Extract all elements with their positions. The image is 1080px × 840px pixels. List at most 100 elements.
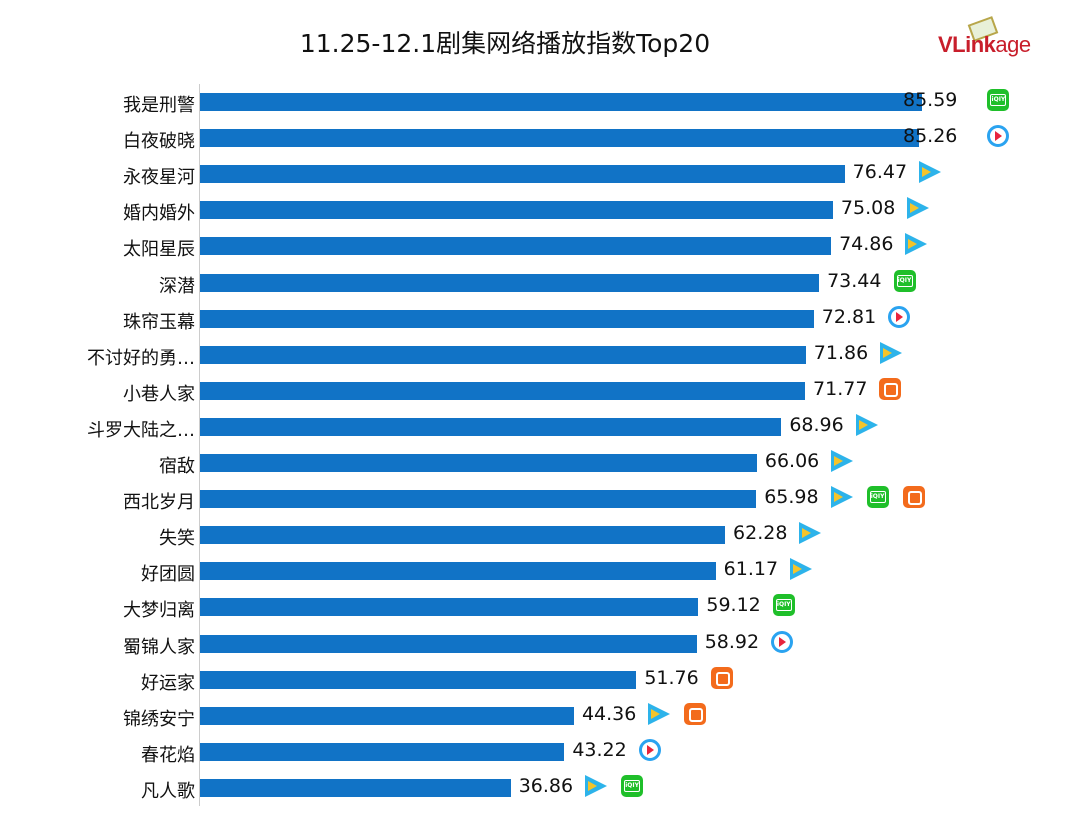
bar <box>200 706 574 725</box>
category-label: 小巷人家 <box>123 383 195 405</box>
value-label: 66.06 <box>764 450 820 472</box>
bar <box>200 345 806 364</box>
category-label: 大梦归离 <box>123 600 195 622</box>
category-label: 太阳星辰 <box>123 239 195 261</box>
category-label: 白夜破晓 <box>123 131 195 153</box>
category-label: 凡人歌 <box>141 780 195 802</box>
bar-row: 蜀锦人家 58.92 <box>0 626 1080 662</box>
category-label: 好团圆 <box>141 564 195 586</box>
category-label: 失笑 <box>159 528 195 550</box>
category-label: 西北岁月 <box>123 492 195 514</box>
mango-icon <box>684 702 707 725</box>
bar <box>200 201 833 220</box>
iqiyi-icon <box>987 89 1010 111</box>
bar <box>200 670 637 689</box>
bar-row: 我是刑警 85.59 <box>0 84 1080 120</box>
value-label: 43.22 <box>572 738 627 761</box>
chart-title: 11.25-12.1剧集网络播放指数Top20 <box>299 29 711 58</box>
bar-row: 好运家 51.76 <box>0 662 1080 698</box>
category-label: 永夜星河 <box>123 167 195 189</box>
bar-row: 珠帘玉幕 72.81 <box>0 301 1080 337</box>
value-label: 85.59 <box>903 89 958 111</box>
bar-row: 深潜 73.44 <box>0 265 1080 301</box>
bar <box>200 165 845 184</box>
value-label: 65.98 <box>764 486 819 509</box>
tencent-icon <box>799 522 822 545</box>
bar <box>200 309 814 328</box>
value-label: 68.96 <box>789 413 844 436</box>
vlinkage-logo: VLinkage <box>938 16 1058 64</box>
bar-row: 失笑 62.28 <box>0 517 1080 553</box>
youku-icon <box>771 630 794 653</box>
bar <box>200 562 716 581</box>
bar-row: 永夜星河 76.47 <box>0 156 1080 192</box>
value-label: 59.12 <box>706 594 761 617</box>
youku-icon <box>987 125 1010 148</box>
bar-row: 好团圆 61.17 <box>0 553 1080 589</box>
bar <box>200 273 820 292</box>
category-label: 斗罗大陆之… <box>87 419 195 441</box>
tencent-icon <box>907 197 930 220</box>
youku-icon <box>638 738 661 761</box>
youku-icon <box>888 305 911 328</box>
bar-row: 斗罗大陆之… 68.96 <box>0 409 1080 445</box>
value-label: 36.86 <box>518 774 574 797</box>
bar <box>200 490 757 509</box>
bar <box>200 93 922 111</box>
mango-icon <box>902 486 925 509</box>
bar-row: 小巷人家 71.77 <box>0 373 1080 409</box>
category-label: 婚内婚外 <box>123 203 195 225</box>
tencent-icon <box>880 341 903 364</box>
bar-row: 婚内婚外 75.08 <box>0 192 1080 228</box>
bar-row: 不讨好的勇… 71.86 <box>0 337 1080 373</box>
value-label: 44.36 <box>581 702 637 725</box>
iqiyi-icon <box>893 269 916 292</box>
tencent-icon <box>831 450 854 472</box>
bar-row: 太阳星辰 74.86 <box>0 228 1080 264</box>
bar-row: 白夜破晓 85.26 <box>0 120 1080 156</box>
bar-row: 凡人歌 36.86 <box>0 770 1080 806</box>
tencent-icon <box>919 161 942 184</box>
category-label: 春花焰 <box>141 744 195 766</box>
bar <box>200 598 699 617</box>
category-label: 不讨好的勇… <box>87 347 195 369</box>
bar <box>200 742 565 761</box>
category-label: 深潜 <box>159 275 195 297</box>
y-axis-line <box>199 84 200 806</box>
tencent-icon <box>830 486 853 509</box>
value-label: 74.86 <box>839 233 894 256</box>
mango-icon <box>710 666 733 689</box>
tencent-icon <box>648 702 671 725</box>
bar-row: 春花焰 43.22 <box>0 734 1080 770</box>
tencent-icon <box>585 774 608 797</box>
value-label: 75.08 <box>840 197 896 220</box>
category-label: 好运家 <box>141 672 195 694</box>
bar <box>200 417 782 436</box>
bar-row: 西北岁月 65.98 <box>0 481 1080 517</box>
iqiyi-icon <box>866 486 889 509</box>
value-label: 62.28 <box>733 522 788 545</box>
bar <box>200 454 757 472</box>
bar <box>200 778 511 797</box>
value-label: 58.92 <box>704 630 760 653</box>
bar <box>200 634 697 653</box>
value-label: 76.47 <box>852 161 908 184</box>
bar <box>200 237 832 256</box>
bar <box>200 526 726 545</box>
tencent-icon <box>905 233 928 256</box>
category-label: 珠帘玉幕 <box>123 311 195 333</box>
value-label: 72.81 <box>821 305 877 328</box>
iqiyi-icon <box>772 594 795 617</box>
value-label: 61.17 <box>723 558 779 581</box>
tencent-icon <box>855 413 878 436</box>
bar-row: 大梦归离 59.12 <box>0 589 1080 625</box>
mango-icon <box>879 377 902 400</box>
value-label: 85.26 <box>903 125 958 148</box>
value-label: 51.76 <box>644 666 699 689</box>
value-label: 71.77 <box>813 377 868 400</box>
category-label: 蜀锦人家 <box>123 636 195 658</box>
category-label: 锦绣安宁 <box>123 708 195 730</box>
category-label: 宿敌 <box>159 456 195 477</box>
iqiyi-icon <box>621 774 644 797</box>
